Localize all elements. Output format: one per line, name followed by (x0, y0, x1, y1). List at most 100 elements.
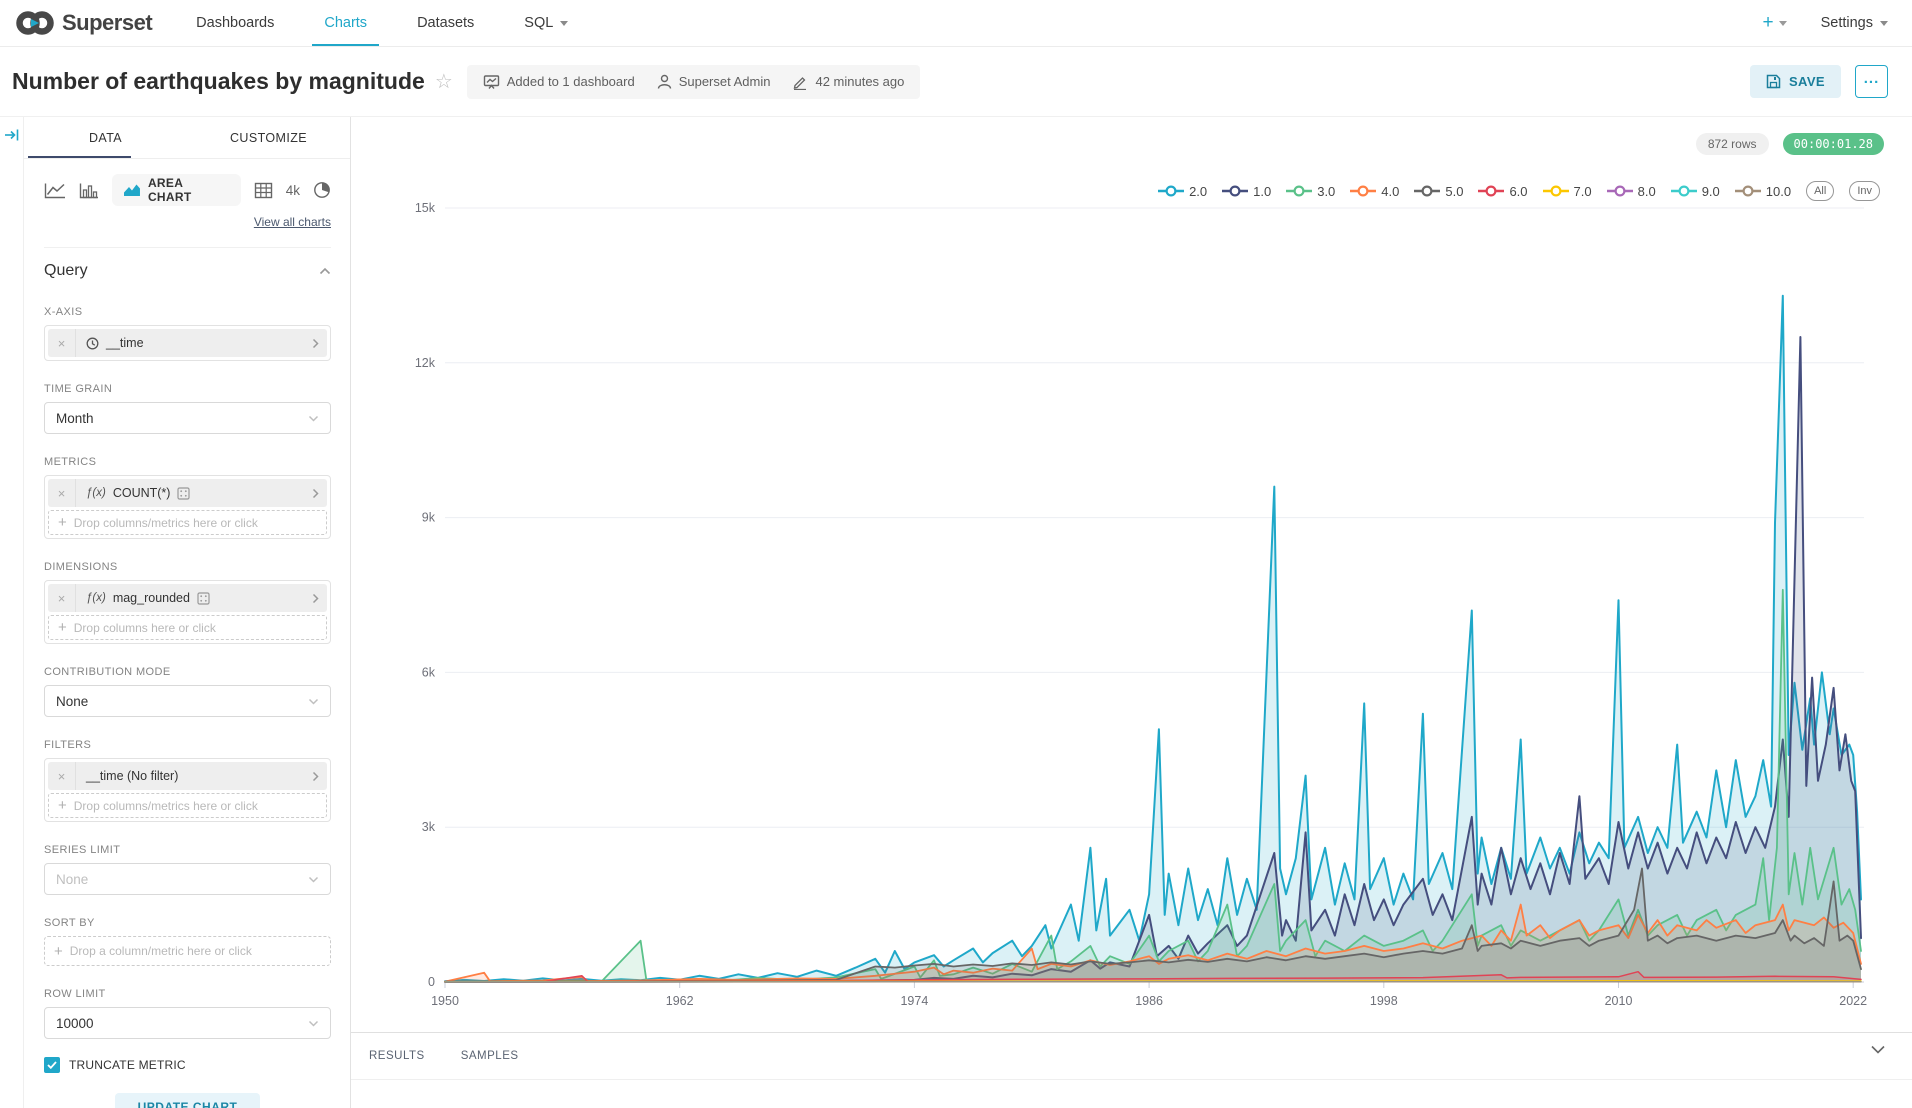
time-grain-select[interactable]: Month (44, 402, 331, 434)
chevron-right-icon[interactable] (312, 593, 327, 604)
sort-by-label: SORT BY (44, 917, 95, 929)
metric-pill[interactable]: × ƒ(x) COUNT(*) (48, 479, 327, 507)
legend-all-button[interactable]: All (1806, 181, 1835, 201)
function-icon: ƒ(x) (86, 487, 106, 499)
view-all-charts-link[interactable]: View all charts (253, 215, 331, 229)
dimensions-dropzone[interactable]: + Drop columns here or click (48, 615, 327, 640)
nav-item-datasets[interactable]: Datasets (417, 15, 475, 31)
chevron-right-icon[interactable] (312, 488, 327, 499)
query-status-badges: 872 rows 00:00:01.28 (1695, 133, 1884, 155)
more-actions-button[interactable]: ... (1855, 65, 1888, 98)
checkbox-checked-icon[interactable] (44, 1057, 60, 1073)
legend-marker-icon (1542, 185, 1569, 197)
nav-item-dashboards[interactable]: Dashboards (196, 15, 275, 31)
plus-icon: + (58, 619, 67, 636)
save-icon (1766, 74, 1781, 89)
legend-marker-icon (1478, 185, 1505, 197)
legend-label: 2.0 (1189, 183, 1208, 199)
table-icon[interactable] (254, 182, 273, 199)
chevron-down-icon (560, 20, 569, 26)
remove-icon[interactable]: × (48, 762, 76, 790)
dashboards-meta[interactable]: Added to 1 dashboard (483, 74, 635, 90)
control-panel: DATA CUSTOMIZE (24, 117, 351, 1108)
legend-marker-icon (1606, 185, 1633, 197)
legend-inv-button[interactable]: Inv (1849, 181, 1880, 201)
chevron-down-icon (308, 415, 319, 422)
chevron-right-icon[interactable] (312, 338, 327, 349)
tab-results[interactable]: RESULTS (369, 1050, 425, 1062)
viz-type-switcher: AREA CHART 4k (44, 173, 331, 207)
save-button-label: SAVE (1788, 74, 1825, 89)
legend-item-3.0[interactable]: 3.0 (1286, 184, 1335, 199)
area-chart-icon (123, 184, 140, 196)
user-icon (657, 74, 671, 89)
filters-dropzone[interactable]: + Drop columns/metrics here or click (48, 793, 327, 818)
legend-item-8.0[interactable]: 8.0 (1606, 184, 1656, 199)
header-actions: SAVE ... (1749, 65, 1888, 98)
update-chart-button[interactable]: UPDATE CHART (115, 1093, 260, 1108)
legend-item-10.0[interactable]: 10.0 (1734, 184, 1791, 199)
last-modified-meta[interactable]: 42 minutes ago (792, 74, 904, 90)
owner-meta[interactable]: Superset Admin (657, 74, 770, 90)
svg-text:1986: 1986 (1135, 994, 1163, 1008)
metrics-dropzone[interactable]: + Drop columns/metrics here or click (48, 510, 327, 535)
dimension-pill[interactable]: × ƒ(x) mag_rounded (48, 584, 327, 612)
time-grain-value: Month (56, 410, 94, 426)
tab-data[interactable]: DATA (24, 117, 187, 158)
tab-samples[interactable]: SAMPLES (460, 1050, 519, 1062)
favorite-star-icon[interactable]: ☆ (434, 71, 453, 93)
metrics-control: × ƒ(x) COUNT(*) + (44, 475, 331, 539)
x-axis-pill[interactable]: × __time (48, 329, 327, 357)
plus-icon: + (1762, 12, 1774, 33)
chart-header: Number of earthquakes by magnitude ☆ Add… (0, 47, 1912, 117)
legend-item-4.0[interactable]: 4.0 (1350, 184, 1399, 199)
svg-text:12k: 12k (415, 356, 436, 370)
expand-pane-chevron-icon[interactable] (1870, 1045, 1886, 1055)
control-panel-body: AREA CHART 4k View all chart (24, 173, 350, 1108)
series-limit-select[interactable]: None (44, 863, 331, 895)
tab-customize[interactable]: CUSTOMIZE (230, 130, 307, 145)
dimension-value: mag_rounded (112, 591, 190, 605)
remove-icon[interactable]: × (48, 329, 76, 357)
chart-panel: 872 rows 00:00:01.28 2.0 1.0 3.0 4.0 5.0 6.0 7… (351, 117, 1912, 1108)
remove-icon[interactable]: × (48, 479, 76, 507)
contribution-mode-select[interactable]: None (44, 685, 331, 717)
dimensions-label: DIMENSIONS (44, 561, 118, 573)
viz-type-selected-area-chart[interactable]: AREA CHART (112, 174, 241, 206)
dashboard-icon (483, 74, 499, 89)
chevron-right-icon[interactable] (312, 771, 327, 782)
new-button[interactable]: + (1762, 12, 1787, 34)
collapse-panel-icon[interactable] (4, 127, 20, 143)
legend-label: 7.0 (1573, 183, 1592, 199)
metrics-label: METRICS (44, 456, 97, 468)
calculator-icon (197, 591, 210, 605)
legend-item-6.0[interactable]: 6.0 (1478, 184, 1528, 199)
query-section-header[interactable]: Query (44, 262, 331, 280)
settings-label: Settings (1820, 15, 1873, 31)
legend-item-2.0[interactable]: 2.0 (1158, 184, 1207, 199)
row-limit-select[interactable]: 10000 (44, 1007, 331, 1039)
x-axis-label: X-AXIS (44, 306, 83, 318)
dimensions-dropzone-label: Drop columns here or click (73, 620, 216, 635)
big-number-icon[interactable]: 4k (285, 182, 300, 198)
settings-menu[interactable]: Settings (1821, 15, 1888, 31)
legend-item-7.0[interactable]: 7.0 (1542, 183, 1592, 199)
line-chart-icon[interactable] (44, 182, 66, 199)
save-button[interactable]: SAVE (1749, 65, 1841, 98)
pie-chart-icon[interactable] (313, 181, 331, 199)
bar-chart-icon[interactable] (79, 182, 99, 199)
filter-pill[interactable]: × __time (No filter) (48, 762, 327, 790)
chevron-down-icon (308, 698, 319, 705)
legend-item-5.0[interactable]: 5.0 (1414, 184, 1463, 199)
legend-label: 5.0 (1445, 183, 1464, 199)
truncate-metric-checkbox-row[interactable]: TRUNCATE METRIC (44, 1057, 331, 1073)
series-limit-label: SERIES LIMIT (44, 844, 121, 856)
nav-item-charts[interactable]: Charts (312, 0, 379, 46)
time-grain-label: TIME GRAIN (44, 383, 113, 395)
nav-item-sql[interactable]: SQL (522, 0, 570, 46)
superset-logo[interactable]: Superset (16, 10, 153, 36)
sort-by-dropzone[interactable]: + Drop a column/metric here or click (44, 936, 331, 966)
remove-icon[interactable]: × (48, 584, 76, 612)
legend-item-1.0[interactable]: 1.0 (1222, 184, 1271, 199)
legend-item-9.0[interactable]: 9.0 (1670, 184, 1720, 199)
